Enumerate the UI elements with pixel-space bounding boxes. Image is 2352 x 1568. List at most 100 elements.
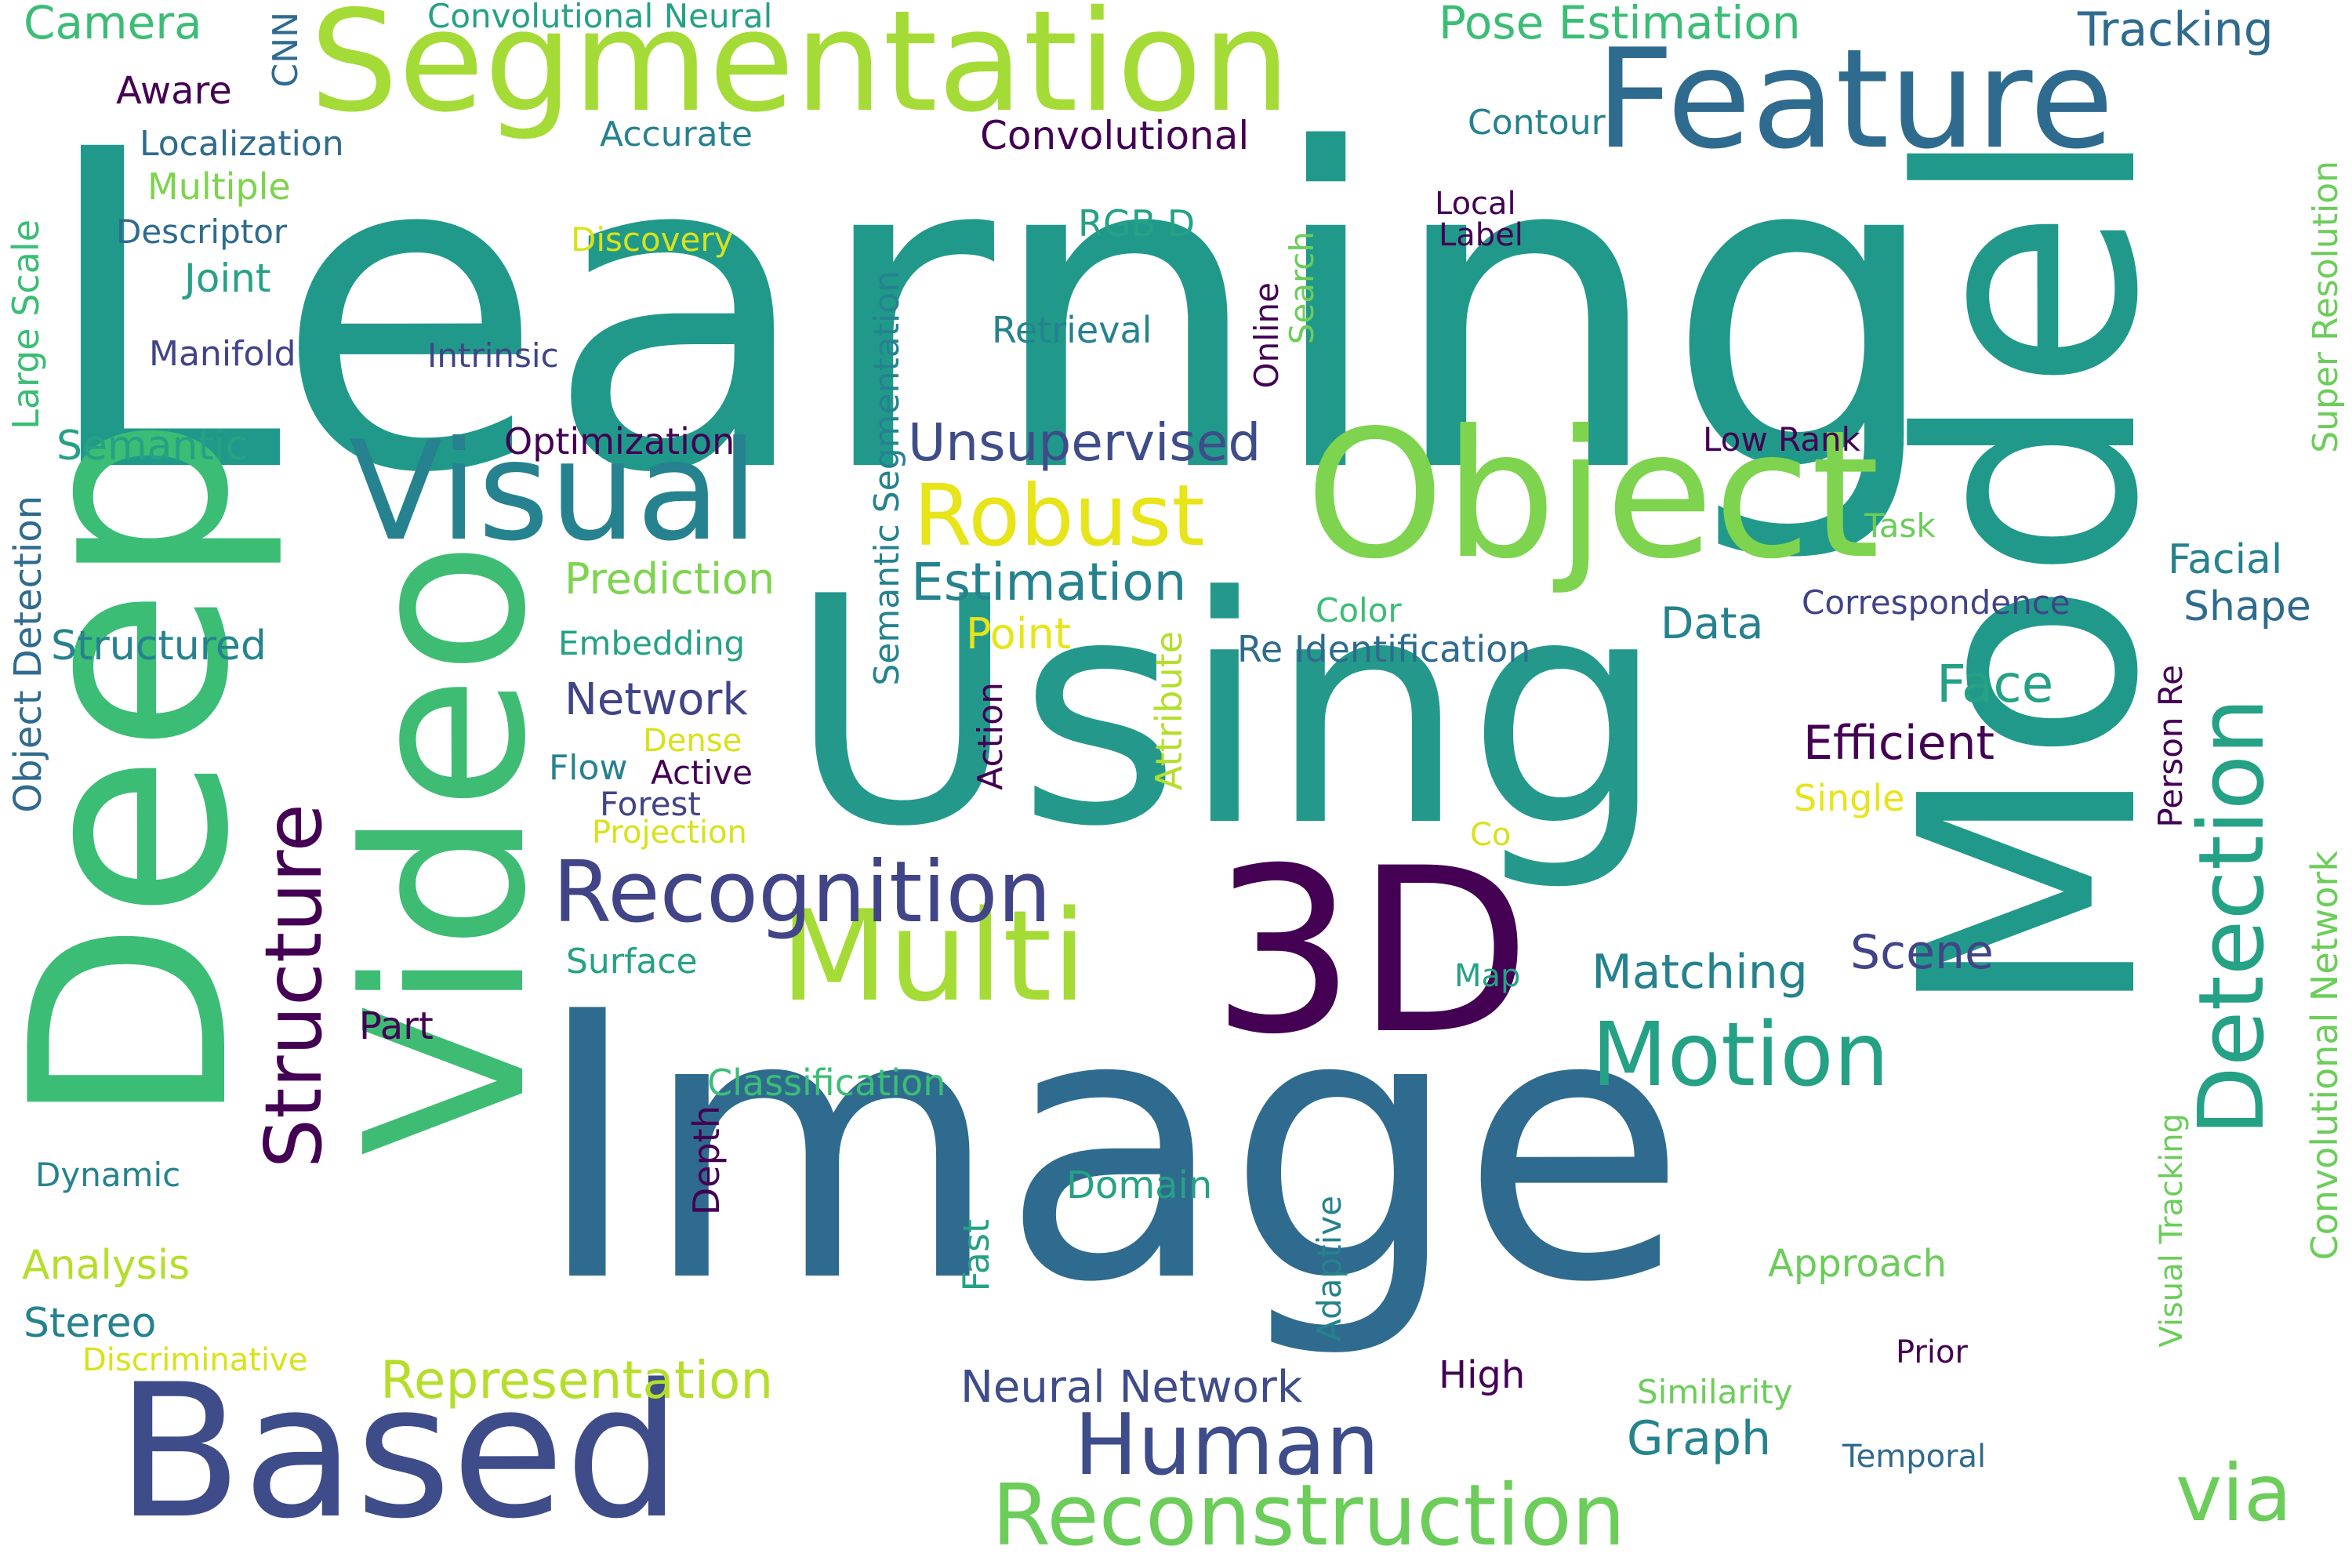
word-learning: Learning	[38, 58, 1944, 569]
word-face: Face	[1936, 654, 2054, 714]
word-dynamic: Dynamic	[35, 1156, 181, 1194]
word-shape: Shape	[2183, 583, 2311, 630]
word-estimation: Estimation	[911, 552, 1187, 612]
word-depth: Depth	[685, 1105, 728, 1216]
word-object: Object	[1305, 393, 1880, 598]
word-semantic-segmentation: Semantic Segmentation	[867, 270, 907, 686]
word-aware: Aware	[116, 69, 232, 113]
word-action: Action	[971, 682, 1011, 790]
word-convolutional: Convolutional	[980, 113, 1250, 158]
word-flow: Flow	[549, 748, 628, 788]
word-intrinsic: Intrinsic	[427, 336, 559, 375]
word-high: High	[1439, 1353, 1526, 1397]
word-manifold: Manifold	[149, 334, 296, 374]
word-camera: Camera	[24, 0, 202, 49]
word-temporal: Temporal	[1842, 1439, 1987, 1475]
word-local: Local	[1435, 186, 1516, 222]
word-super-resolution: Super Resolution	[2306, 161, 2346, 453]
word-part: Part	[359, 1004, 434, 1048]
word-forest: Forest	[600, 785, 701, 823]
word-person-re: Person Re	[2151, 665, 2190, 828]
word-single: Single	[1794, 777, 1905, 819]
word-map: Map	[1454, 958, 1521, 994]
word-optimization: Optimization	[504, 420, 735, 463]
word-task: Task	[1864, 506, 1936, 545]
word-approach: Approach	[1768, 1242, 1947, 1286]
word-3d: 3D	[1211, 820, 1531, 1084]
word-efficient: Efficient	[1803, 716, 1995, 771]
word-domain: Domain	[1066, 1163, 1213, 1207]
word-model: Model	[1857, 125, 2204, 1020]
word-search: Search	[1283, 231, 1321, 345]
word-structure: Structure	[248, 804, 339, 1169]
word-representation: Representation	[380, 1350, 774, 1410]
word-unsupervised: Unsupervised	[908, 412, 1261, 473]
word-cnn: CNN	[266, 12, 306, 88]
word-embedding: Embedding	[558, 624, 746, 662]
word-projection: Projection	[592, 815, 747, 851]
word-discriminative: Discriminative	[82, 1342, 308, 1378]
word-localization: Localization	[140, 124, 344, 164]
word-data: Data	[1661, 598, 1764, 648]
word-retrieval: Retrieval	[992, 309, 1152, 351]
word-color: Color	[1316, 591, 1402, 630]
word-segmentation: Segmentation	[310, 0, 1291, 143]
word-neural-network: Neural Network	[960, 1362, 1303, 1413]
word-active: Active	[651, 753, 753, 792]
word-robust: Robust	[913, 467, 1205, 565]
word-correspondence: Correspondence	[1802, 583, 2071, 622]
word-matching: Matching	[1592, 945, 1808, 1000]
word-pose-estimation: Pose Estimation	[1439, 0, 1801, 49]
word-descriptor: Descriptor	[116, 212, 288, 251]
word-re-identification: Re Identification	[1237, 628, 1531, 670]
word-network: Network	[564, 674, 748, 725]
word-facial: Facial	[2168, 536, 2283, 583]
word-motion: Motion	[1592, 1004, 1889, 1106]
word-online: Online	[1247, 282, 1286, 389]
word-graph: Graph	[1627, 1411, 1772, 1466]
word-contour: Contour	[1468, 103, 1606, 143]
word-convolutional-neural: Convolutional Neural	[427, 0, 773, 35]
word-detection: Detection	[2180, 698, 2285, 1136]
word-low-rank: Low Rank	[1703, 420, 1860, 459]
word-dense: Dense	[643, 723, 742, 759]
word-adaptive: Adaptive	[1310, 1196, 1348, 1341]
word-video: Video	[319, 541, 575, 1156]
word-multiple: Multiple	[147, 165, 291, 208]
word-similarity: Similarity	[1637, 1373, 1793, 1411]
word-using: Using	[788, 531, 1666, 895]
word-surface: Surface	[566, 942, 698, 982]
word-joint: Joint	[184, 256, 271, 301]
word-fast: Fast	[955, 1219, 997, 1292]
word-image: Image	[533, 934, 1687, 1363]
word-co: Co	[1470, 817, 1512, 853]
word-structured: Structured	[51, 622, 267, 670]
word-rgb-d: RGB D	[1078, 202, 1196, 245]
word-object-detection: Object Detection	[6, 495, 50, 813]
word-semantic: Semantic	[56, 423, 248, 470]
word-attribute: Attribute	[1148, 631, 1190, 791]
word-accurate: Accurate	[600, 114, 753, 154]
word-discovery: Discovery	[571, 220, 734, 259]
word-via: via	[2176, 1447, 2292, 1539]
word-human: Human	[1074, 1396, 1380, 1494]
word-scene: Scene	[1850, 925, 1994, 980]
word-analysis: Analysis	[22, 1242, 191, 1289]
word-reconstruction: Reconstruction	[992, 1467, 1626, 1565]
word-convolutional-network: Convolutional Network	[2303, 851, 2346, 1261]
word-label: Label	[1439, 217, 1523, 253]
word-large-scale: Large Scale	[5, 220, 47, 430]
word-visual-tracking: Visual Tracking	[2154, 1113, 2190, 1348]
word-prior: Prior	[1896, 1334, 1968, 1370]
word-multi: Multi	[780, 883, 1087, 1029]
word-feature: Feature	[1595, 20, 2114, 180]
word-stereo: Stereo	[24, 1300, 157, 1347]
word-recognition: Recognition	[553, 844, 1051, 942]
word-classification: Classification	[707, 1062, 946, 1104]
word-prediction: Prediction	[564, 554, 775, 604]
word-point: Point	[966, 609, 1072, 659]
word-visual: Visual	[349, 412, 759, 572]
word-based: Based	[116, 1345, 682, 1559]
word-tracking: Tracking	[2078, 2, 2274, 57]
